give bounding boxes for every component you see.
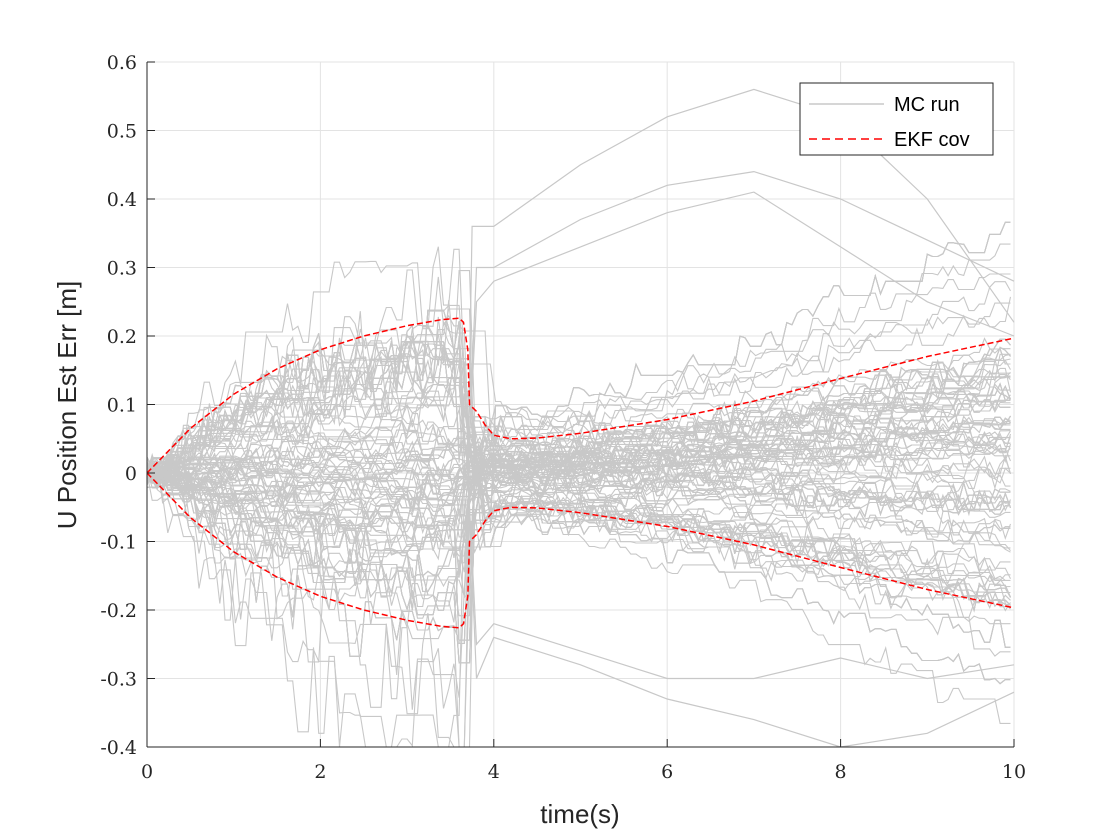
mc-run-outlier-line	[467, 472, 1015, 748]
mc-run-line	[147, 309, 1011, 480]
mc-run-line	[147, 346, 1011, 685]
mc-run-line	[147, 420, 1011, 581]
mc-run-line	[146, 463, 1011, 515]
y-tick-label: 0.3	[107, 258, 137, 280]
x-tick-label: 10	[1002, 761, 1026, 783]
mc-run-line	[146, 377, 1011, 587]
y-tick-label: -0.4	[100, 737, 137, 759]
x-tick-label: 4	[488, 761, 500, 783]
mc-run-line	[146, 273, 1011, 474]
x-tick-label: 8	[835, 761, 847, 783]
mc-run-line	[147, 348, 1011, 513]
mc-run-line	[147, 430, 1011, 568]
y-tick-label: 0.5	[107, 121, 137, 143]
mc-run-line	[147, 347, 1012, 495]
mc-run-line	[146, 398, 1011, 508]
legend-label-mc-run: MC run	[894, 94, 960, 116]
y-tick-label: 0.1	[107, 395, 137, 417]
legend-box	[799, 82, 994, 156]
ekf-cov-upper-line	[146, 317, 1015, 474]
x-tick-label: 0	[141, 761, 153, 783]
x-tick-label: 6	[661, 761, 673, 783]
mc-run-outlier-line	[467, 472, 1015, 680]
mc-run-line	[147, 454, 1011, 501]
y-tick-label: -0.1	[100, 532, 137, 554]
mc-run-line	[146, 417, 1011, 520]
mc-run-lines	[146, 88, 1015, 748]
mc-run-line	[147, 478, 1011, 645]
mc-run-line	[147, 469, 1012, 598]
legend: MC run EKF cov	[799, 82, 994, 156]
mc-run-line	[147, 472, 1011, 611]
mc-run-line	[147, 440, 1012, 485]
mc-run-line	[147, 416, 1011, 571]
mc-run-outlier-line	[467, 191, 1015, 474]
x-tick-label: 2	[314, 761, 326, 783]
legend-label-ekf-cov: EKF cov	[894, 129, 970, 151]
ekf-cov-lines	[146, 317, 1015, 629]
mc-run-line	[147, 269, 1011, 474]
y-tick-label: 0.6	[107, 52, 137, 74]
y-tick-label: -0.3	[100, 669, 137, 691]
y-tick-label: -0.2	[100, 600, 137, 622]
y-tick-label: 0.4	[107, 189, 137, 211]
y-tick-label: 0	[125, 463, 137, 485]
mc-run-line	[146, 221, 1011, 551]
mc-run-line	[146, 453, 1011, 573]
mc-run-line	[146, 437, 1011, 514]
mc-run-line	[146, 436, 1011, 598]
mc-run-line	[146, 383, 1011, 715]
mc-run-outlier-line	[467, 170, 1015, 474]
x-axis-label: time(s)	[540, 799, 619, 829]
y-axis-label: U Position Est Err [m]	[52, 281, 82, 530]
mc-run-line	[147, 246, 1012, 540]
y-tick-label: 0.2	[107, 326, 137, 348]
mc-run-line	[146, 342, 1012, 477]
mc-run-line	[147, 471, 1011, 557]
axes	[146, 61, 1015, 748]
mc-run-line	[146, 341, 1012, 519]
ekf-cov-lower-line	[146, 472, 1015, 629]
mc-run-outlier-line	[467, 88, 1015, 474]
mc-run-line	[146, 381, 1011, 489]
mc-run-line	[146, 458, 1011, 610]
tick-labels: 0 2 4 6 8 10 -0.4 -0.3 -0.2 -0.1 0 0.1 0.2 0.3 0.4 0.5 0…	[100, 52, 1026, 783]
mc-run-line	[146, 473, 1011, 748]
mc-run-line	[146, 336, 1011, 467]
